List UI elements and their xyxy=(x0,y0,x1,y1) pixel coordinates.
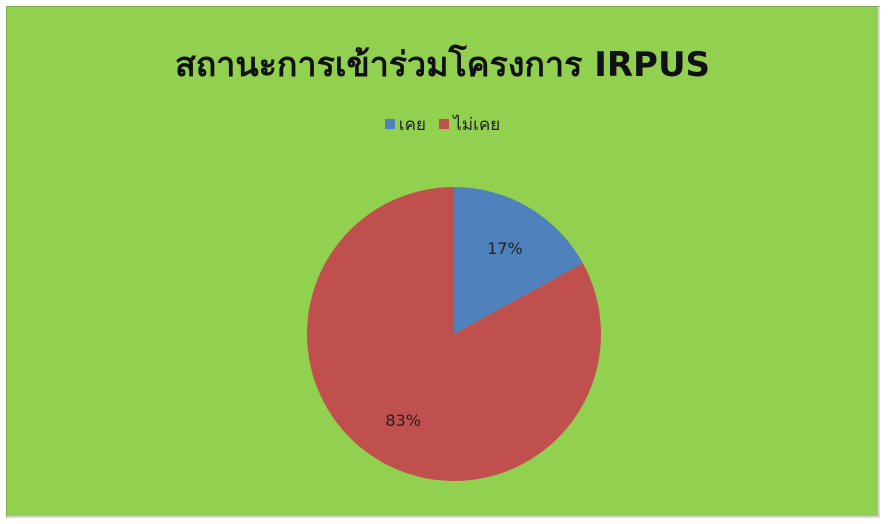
legend-swatch-1 xyxy=(439,118,450,129)
legend-label-0: เคย xyxy=(398,115,426,135)
pie-slice-1 xyxy=(307,187,601,482)
slice-label-0: 17% xyxy=(487,239,523,258)
legend-label-1: ไม่เคย xyxy=(453,115,501,135)
legend-swatch-0 xyxy=(384,118,395,129)
pie-slice-0 xyxy=(454,187,583,334)
pie-chart: 17% 83% xyxy=(307,187,601,482)
chart-area: สถานะการเข้าร่วมโครงการ IRPUS เคย ไม่เคย… xyxy=(6,6,880,518)
legend: เคย ไม่เคย xyxy=(7,111,878,138)
chart-title: สถานะการเข้าร่วมโครงการ IRPUS xyxy=(174,45,711,85)
slice-label-1: 83% xyxy=(385,411,421,430)
legend-item-0: เคย xyxy=(384,111,426,138)
legend-item-1: ไม่เคย xyxy=(439,111,500,138)
